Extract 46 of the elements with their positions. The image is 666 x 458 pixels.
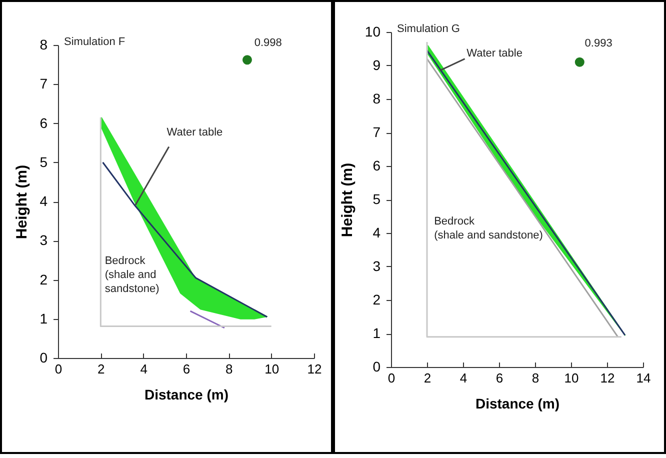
x-tick-label: 0	[54, 362, 62, 376]
x-tick-label: 6	[182, 362, 190, 376]
x-tick-label: 12	[307, 362, 322, 376]
x-tick-label: 2	[98, 362, 105, 376]
y-tick-label: 9	[372, 57, 381, 73]
x-tick-label: 12	[600, 370, 615, 386]
y-tick-label: 5	[40, 154, 48, 170]
y-tick-label: 3	[40, 232, 48, 248]
y-tick-label: 8	[40, 36, 48, 52]
annotation: Water table	[466, 47, 522, 60]
y-tick-label: 8	[372, 90, 381, 106]
annotation: Water table	[166, 126, 223, 139]
y-tick-label: 4	[40, 193, 48, 209]
y-tick-label: 7	[40, 76, 48, 92]
y-axis-title: Height (m)	[338, 162, 356, 238]
y-tick-label: 10	[364, 24, 381, 40]
y-tick-label: 6	[372, 158, 381, 174]
y-tick-label: 1	[40, 310, 48, 326]
x-tick-label: 14	[636, 370, 651, 386]
y-tick-label: 3	[372, 258, 381, 274]
x-tick-label: 10	[564, 370, 579, 386]
x-tick-label: 2	[424, 370, 432, 386]
x-tick-label: 4	[460, 370, 468, 386]
y-tick-label: 0	[40, 350, 48, 366]
x-tick-label: 4	[140, 362, 148, 376]
annotation: 0.998	[254, 37, 282, 50]
y-axis-title: Height (m)	[14, 164, 31, 240]
x-tick-label: 10	[264, 362, 280, 376]
annotation: 0.993	[584, 38, 612, 50]
annotation: Bedrock (shale and sandstone)	[104, 254, 160, 295]
x-tick-label: 8	[226, 362, 233, 376]
y-tick-label: 5	[372, 191, 381, 207]
x-axis-title: Distance (m)	[475, 396, 560, 412]
x-tick-label: 0	[388, 370, 396, 386]
y-tick-label: 1	[372, 325, 381, 341]
x-tick-label: 8	[532, 370, 540, 386]
y-tick-label: 4	[372, 224, 381, 240]
y-tick-label: 6	[40, 114, 48, 131]
chart-title: Simulation G	[397, 23, 460, 35]
y-tick-label: 7	[372, 124, 381, 140]
annotation: Bedrock (shale and sandstone)	[434, 215, 543, 242]
y-tick-label: 2	[40, 271, 48, 288]
chart-title: Simulation F	[64, 36, 126, 48]
y-tick-label: 2	[372, 292, 381, 308]
x-tick-label: 6	[496, 370, 504, 386]
x-axis-title: Distance (m)	[144, 386, 229, 402]
